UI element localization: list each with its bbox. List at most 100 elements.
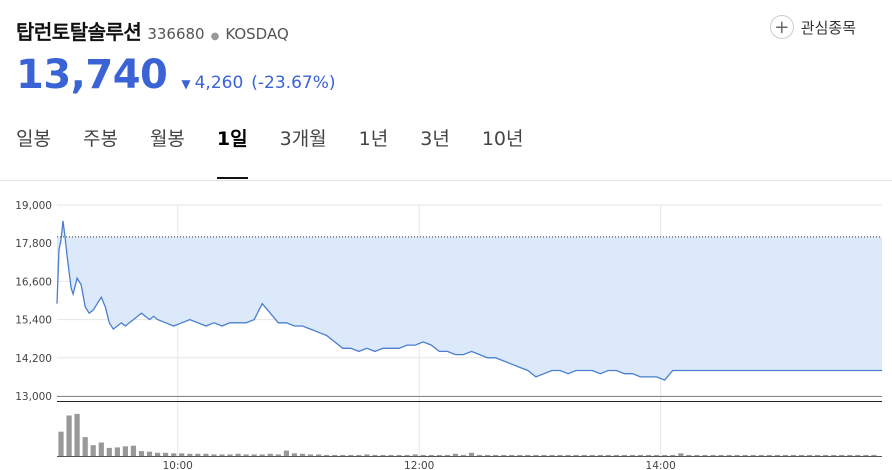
- volume-bar: [750, 454, 756, 456]
- volume-bar: [130, 445, 136, 456]
- volume-bar: [605, 454, 611, 456]
- volume-bar: [476, 454, 483, 456]
- volume-bar: [356, 454, 362, 456]
- volume-bar: [734, 454, 740, 456]
- tab-6[interactable]: 3년: [420, 128, 450, 150]
- volume-bar: [493, 454, 499, 456]
- tab-4[interactable]: 3개월: [279, 128, 327, 150]
- price-area-fill: [57, 220, 882, 381]
- volume-bar: [855, 454, 861, 456]
- volume-bar: [823, 454, 829, 456]
- change-percent: (-23.67%): [251, 73, 336, 93]
- volume-bar: [509, 454, 515, 456]
- volume-bar: [678, 453, 684, 456]
- volume-bar: [332, 454, 338, 456]
- x-tick-label: 10:00: [163, 460, 193, 470]
- volume-bar: [155, 452, 161, 456]
- volume-bar: [82, 437, 88, 456]
- volume-bar: [372, 454, 378, 456]
- volume-bar: [702, 454, 708, 456]
- volume-bar: [74, 413, 80, 456]
- volume-bar: [340, 454, 346, 456]
- volume-bar: [291, 453, 297, 456]
- plus-icon: +: [769, 15, 794, 39]
- volume-bar: [138, 451, 145, 456]
- volume-bar: [251, 454, 257, 456]
- volume-bar: [364, 454, 370, 456]
- add-watchlist-button[interactable]: + 관심종목: [769, 15, 856, 39]
- volume-bar: [670, 454, 676, 456]
- volume-bar: [517, 454, 523, 456]
- volume-bar: [396, 454, 402, 456]
- volume-bar: [243, 454, 249, 456]
- volume-bar: [235, 453, 241, 456]
- volume-bar: [621, 454, 627, 456]
- volume-bar: [380, 454, 386, 456]
- volume-bar: [267, 453, 273, 456]
- volume-bar: [90, 445, 96, 456]
- volume-bar: [275, 454, 281, 456]
- volume-bar: [98, 442, 104, 456]
- volume-bar: [581, 454, 587, 456]
- volume-bar: [806, 454, 813, 456]
- volume-bar: [58, 431, 64, 456]
- volume-bar: [710, 454, 716, 456]
- volume-bar: [758, 454, 764, 456]
- volume-bar: [766, 454, 772, 456]
- volume-bar: [525, 454, 531, 456]
- tab-1[interactable]: 주봉: [82, 128, 118, 150]
- volume-bar: [573, 454, 579, 456]
- y-tick-label: 19,000: [15, 200, 52, 212]
- y-tick-label: 13,000: [15, 391, 52, 403]
- tab-5[interactable]: 1년: [358, 128, 389, 150]
- volume-bar: [436, 454, 442, 456]
- tab-7[interactable]: 10년: [481, 128, 524, 150]
- volume-bar: [718, 454, 724, 456]
- volume-bar: [227, 454, 233, 456]
- tab-2[interactable]: 월봉: [149, 128, 185, 150]
- volume-bar: [219, 454, 225, 456]
- volume-bar: [662, 454, 668, 456]
- volume-bar: [404, 454, 410, 456]
- volume-bar: [629, 454, 636, 456]
- volume-bar: [646, 454, 652, 456]
- volume-bar: [863, 454, 869, 456]
- separator-dot: ●: [210, 31, 220, 42]
- tab-3[interactable]: 1일: [216, 124, 248, 179]
- volume-bar: [299, 453, 306, 456]
- volume-bar: [420, 454, 426, 456]
- volume-bar: [541, 454, 547, 456]
- volume-bar: [798, 454, 805, 456]
- stock-header: 탑런토탈솔루션 336680 ● KOSDAQ: [16, 16, 289, 46]
- volume-bar: [106, 447, 112, 456]
- volume-bar: [146, 451, 153, 456]
- x-tick-label: 14:00: [646, 460, 676, 470]
- volume-bar: [686, 454, 692, 456]
- volume-bar: [163, 452, 169, 456]
- tab-0[interactable]: 일봉: [16, 128, 51, 150]
- volume-bar: [557, 454, 563, 456]
- volume-bar: [468, 452, 475, 456]
- divider: [0, 180, 892, 181]
- x-tick-label: 12:00: [404, 460, 434, 470]
- market-name: KOSDAQ: [225, 25, 289, 43]
- price-line: [56, 220, 882, 381]
- down-triangle-icon: ▼: [181, 77, 191, 91]
- volume-bar: [388, 454, 394, 456]
- volume-bar: [485, 454, 491, 456]
- price-change: ▼ 4,260 (-23.67%): [181, 73, 335, 93]
- volume-bar: [187, 453, 193, 456]
- current-price: 13,740: [16, 52, 168, 98]
- volume-bar: [597, 454, 603, 456]
- watchlist-label: 관심종목: [800, 18, 856, 37]
- volume-bar: [259, 454, 265, 456]
- volume-bar: [790, 454, 796, 456]
- quote-row: 13,740 ▼ 4,260 (-23.67%): [16, 52, 336, 98]
- volume-bar: [444, 454, 450, 456]
- volume-bar: [179, 453, 185, 456]
- volume-bar: [460, 454, 466, 456]
- volume-bar: [831, 454, 837, 456]
- volume-bar: [283, 450, 289, 456]
- volume-bar: [171, 453, 177, 456]
- stock-name: 탑런토탈솔루션: [16, 20, 142, 44]
